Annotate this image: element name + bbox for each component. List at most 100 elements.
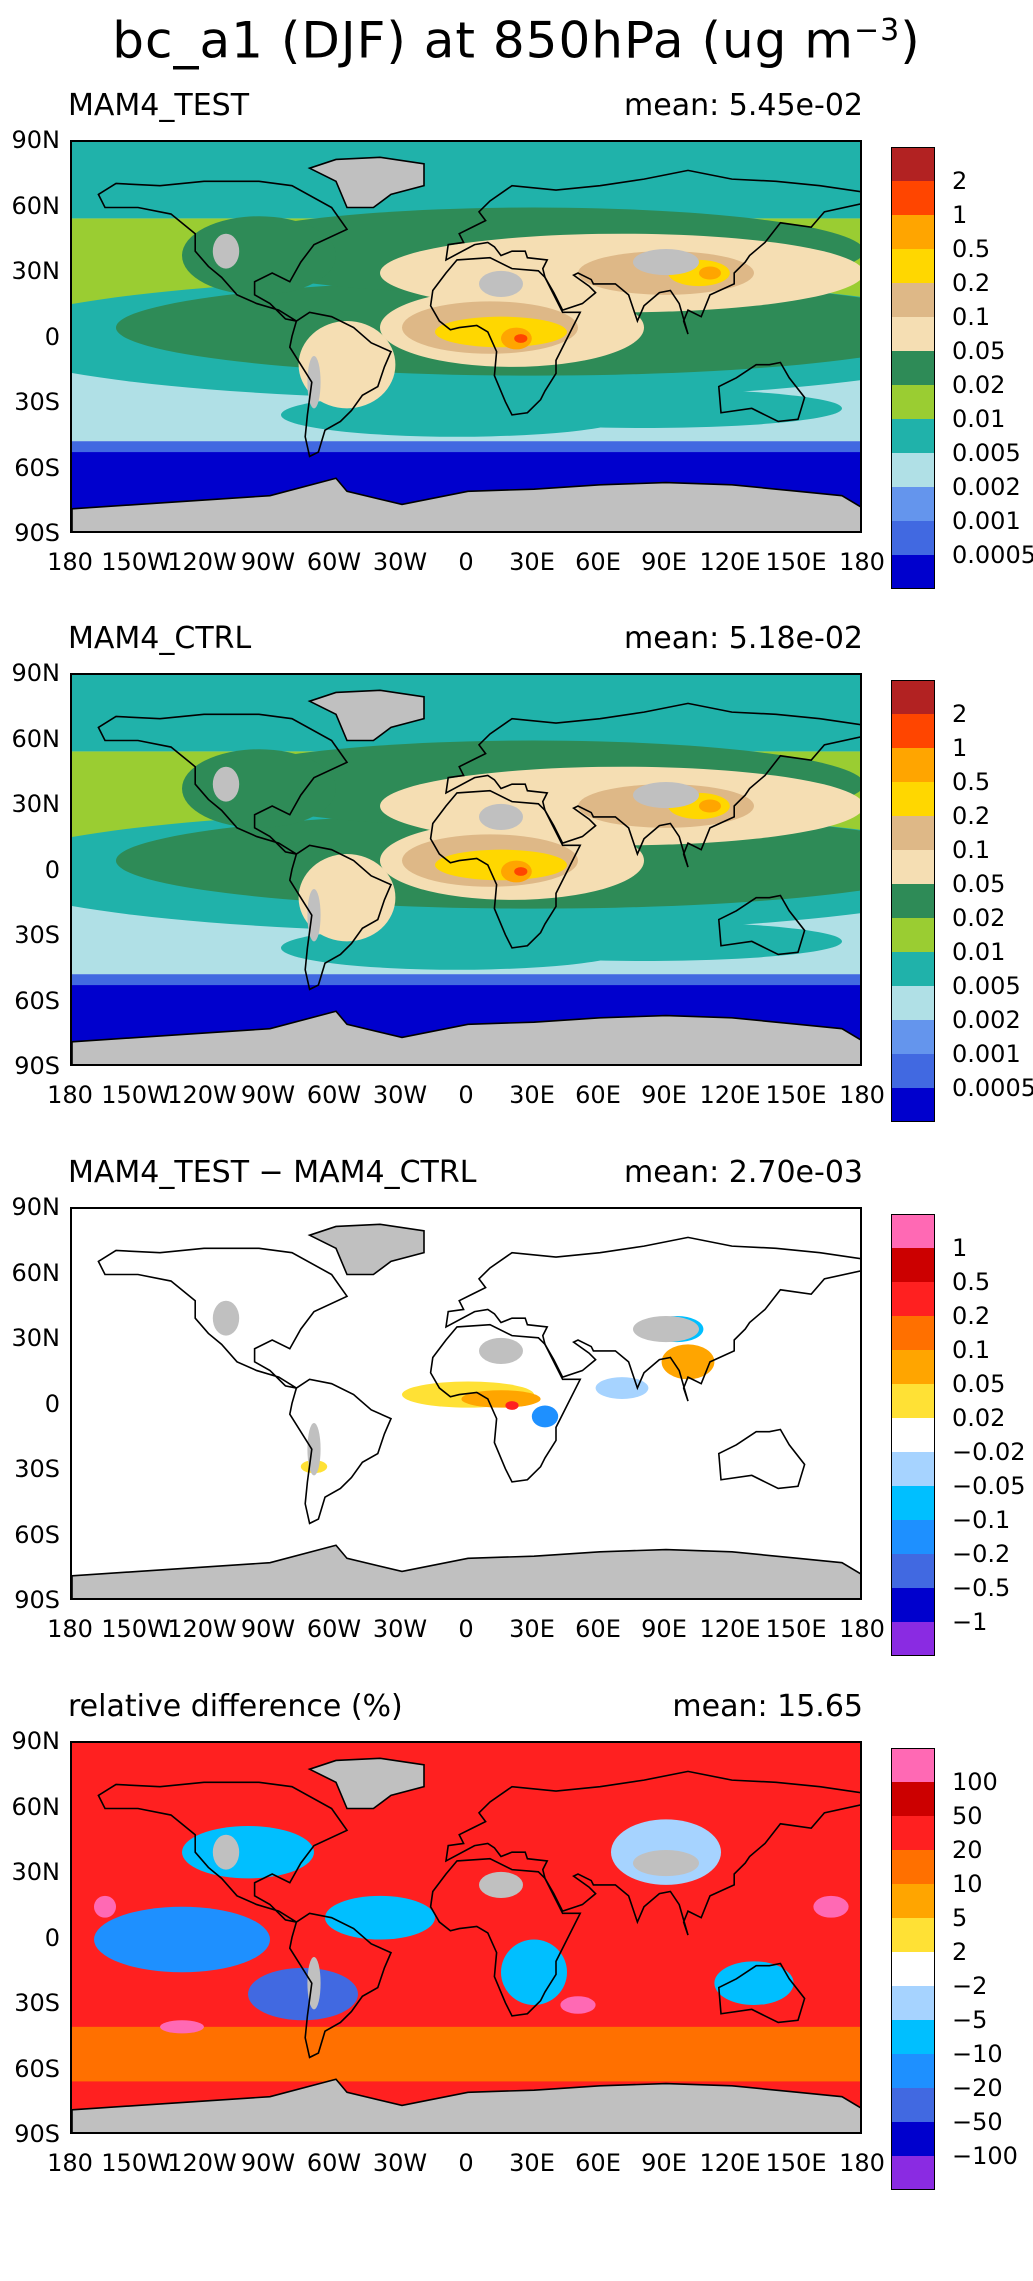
lat-tick-label: 30N (11, 1324, 61, 1352)
colorbar-swatch (891, 1452, 935, 1486)
colorbar-swatch (891, 147, 935, 181)
lon-tick-label: 90W (240, 2149, 296, 2177)
lon-tick-label: 90E (641, 1615, 687, 1643)
coastline-antarctica (72, 1010, 860, 1064)
panel-mean: mean: 5.18e-02 (624, 621, 863, 656)
colorbar-label: −1 (952, 1608, 988, 1636)
coastline-south-america (288, 1912, 393, 2059)
colorbar-swatch (891, 1952, 935, 1986)
missing-tibet (633, 248, 699, 276)
colorbar-label: 20 (952, 1836, 983, 1864)
lat-tick-label: 90N (11, 1193, 61, 1221)
colorbar-swatch (891, 748, 935, 782)
lon-tick-label: 60E (575, 2149, 621, 2177)
coastline-australia (717, 1962, 806, 2024)
lon-tick-label: 90W (240, 548, 296, 576)
lon-tick-label: 150W (101, 1615, 171, 1643)
lat-tick-label: 30N (11, 790, 61, 818)
title-exponent: −3 (853, 13, 901, 48)
missing-antarctica (72, 478, 860, 531)
lon-tick-label: 60W (306, 1615, 362, 1643)
lat-tick-label: 60N (11, 724, 61, 753)
lon-tick-label: 30E (509, 2149, 555, 2177)
colorbar-swatch (891, 1850, 935, 1884)
coastline-eurasia (444, 702, 860, 868)
panel-mean: mean: 15.65 (672, 1689, 863, 1724)
missing-rockies (212, 766, 240, 802)
lon-tick-label: 60E (575, 548, 621, 576)
lon-tick-label: 60E (575, 1615, 621, 1643)
colorbar-swatch (891, 2054, 935, 2088)
lon-tick-label: 120E (699, 1081, 761, 1109)
lon-tick-label: 180 (839, 548, 885, 576)
colorbar-swatch (891, 1282, 935, 1316)
field-blob-yellow-africa (435, 316, 567, 348)
colorbar-label: 0.2 (952, 802, 991, 830)
colorbar-swatch (891, 2122, 935, 2156)
lon-tick-label: 120W (167, 1615, 237, 1643)
missing-greenland (309, 157, 424, 208)
lon-tick-label: 60W (306, 2149, 362, 2177)
coastline-australia (717, 894, 806, 956)
coastline-south-america (288, 1378, 393, 1525)
map-frame (70, 1741, 862, 2134)
lat-tick-label: 60N (11, 1792, 61, 1821)
map-panel-2: MAM4_CTRL mean: 5.18e-02 90N 60N 30N 0 30S 60S 9… (0, 621, 1033, 1213)
lat-tick-label: 0 (44, 1923, 60, 1952)
map-field (72, 1743, 860, 2132)
map-field (72, 1209, 860, 1598)
field-blob-pink1 (94, 1895, 116, 1918)
coastline-antarctica (72, 2078, 860, 2132)
panel-title: MAM4_TEST (68, 88, 250, 123)
field-blob-pacific-blue (94, 1906, 270, 1973)
lon-tick-label: 150W (101, 1081, 171, 1109)
lon-tick-label: 120W (167, 548, 237, 576)
lon-tick-label: 30W (372, 1081, 428, 1109)
colorbar-swatch (891, 283, 935, 317)
colorbar-swatch (891, 2156, 935, 2190)
lon-tick-label: 90E (641, 1081, 687, 1109)
colorbar-label: 50 (952, 1802, 983, 1830)
colorbar-swatch (891, 1054, 935, 1088)
lat-tick-label: 60S (14, 2054, 60, 2083)
colorbar-label: 0.01 (952, 938, 1006, 966)
lon-tick-label: 30E (509, 1081, 555, 1109)
lon-tick-label: 30W (372, 2149, 428, 2177)
colorbar-swatch (891, 1554, 935, 1588)
colorbar-label: −0.02 (952, 1438, 1026, 1466)
lat-tick-label: 90N (11, 659, 61, 687)
panel-title: MAM4_TEST − MAM4_CTRL (68, 1155, 477, 1190)
colorbar-label: 0.001 (952, 1040, 1021, 1068)
colorbar-swatch (891, 1748, 935, 1782)
colorbar-swatch (891, 1350, 935, 1384)
lon-tick-label: 30W (372, 1615, 428, 1643)
missing-sahara (479, 270, 523, 298)
colorbar-label: 0.005 (952, 972, 1021, 1000)
field-blob-orange-asia (699, 799, 721, 813)
colorbar-swatch (891, 1248, 935, 1282)
lon-tick-label: 180 (839, 2149, 885, 2177)
lon-tick-label: 180 (47, 1081, 93, 1109)
colorbar-label: 0.02 (952, 1404, 1006, 1432)
map-field (72, 142, 860, 531)
missing-tibet (633, 1315, 699, 1343)
lon-tick-label: 180 (839, 1081, 885, 1109)
missing-rockies (212, 233, 240, 269)
lon-tick-label: 150W (101, 548, 171, 576)
colorbar-label: 2 (952, 1938, 968, 1966)
missing-antarctica (72, 2079, 860, 2132)
missing-greenland (309, 690, 424, 741)
colorbar-label: 0.002 (952, 1006, 1021, 1034)
lon-tick-label: 180 (47, 2149, 93, 2177)
colorbar-swatch (891, 1816, 935, 1850)
colorbar-swatch (891, 986, 935, 1020)
colorbar-swatch (891, 2020, 935, 2054)
colorbar-label: 0.0005 (952, 541, 1033, 569)
colorbar-label: −100 (952, 2142, 1018, 2170)
missing-greenland (309, 1224, 424, 1275)
colorbar-swatch (891, 1884, 935, 1918)
colorbar-label: −5 (952, 2006, 988, 2034)
colorbar-label: 2 (952, 700, 968, 728)
colorbar-swatch (891, 1588, 935, 1622)
colorbar-swatch (891, 351, 935, 385)
